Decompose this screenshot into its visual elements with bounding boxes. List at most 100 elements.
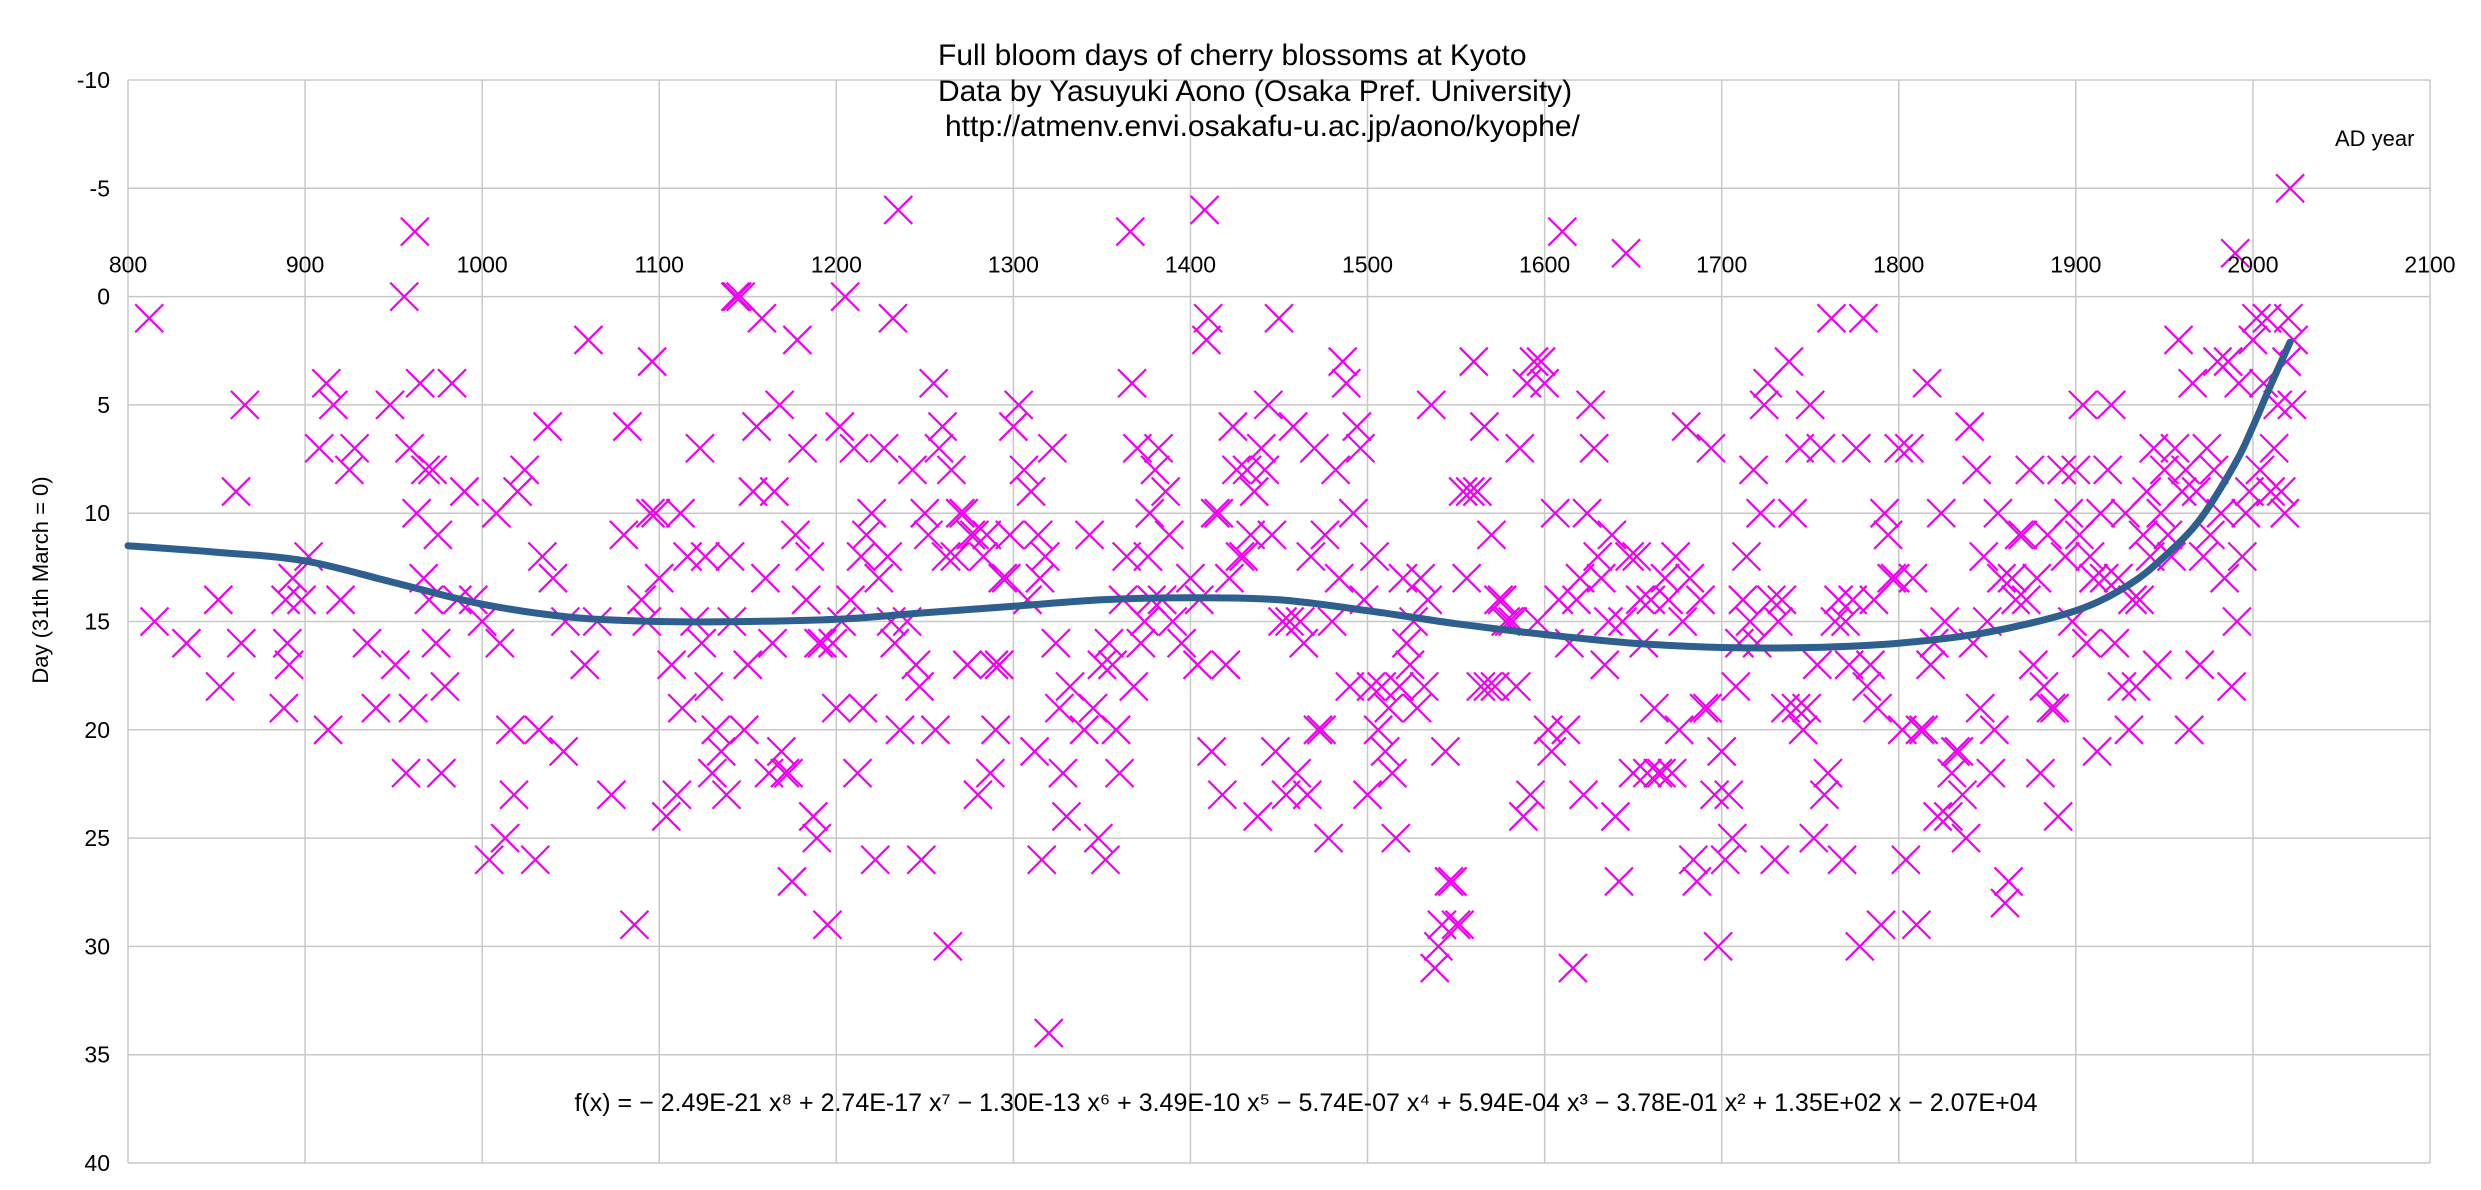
- data-point: [1703, 931, 1733, 962]
- data-point: [2025, 758, 2056, 788]
- data-point: [1717, 823, 1748, 853]
- data-point: [318, 390, 349, 420]
- data-point: [1430, 736, 1461, 767]
- data-point: [640, 498, 671, 528]
- data-point: [612, 411, 643, 442]
- data-point: [1025, 563, 1055, 593]
- data-point: [644, 563, 675, 593]
- data-point: [998, 411, 1029, 442]
- data-point: [979, 650, 1009, 680]
- data-point: [2174, 715, 2204, 745]
- data-point: [1706, 736, 1737, 767]
- data-point: [389, 281, 420, 312]
- data-point: [1434, 866, 1464, 897]
- data-point: [1979, 715, 2010, 745]
- data-point: [975, 758, 1006, 788]
- x-tick-label: 1900: [2050, 252, 2101, 278]
- data-point: [375, 390, 405, 420]
- data-point: [1930, 606, 1960, 637]
- data-point: [1894, 433, 1925, 463]
- data-point: [672, 541, 703, 572]
- data-point: [1377, 758, 1408, 788]
- data-point: [918, 368, 949, 399]
- data-point: [2181, 476, 2212, 507]
- data-point: [1019, 736, 1050, 767]
- data-point: [817, 628, 848, 658]
- data-point: [1303, 715, 1333, 745]
- data-point: [940, 541, 970, 572]
- data-point: [685, 433, 715, 463]
- data-point: [1873, 520, 1903, 550]
- data-point: [667, 693, 698, 723]
- data-point: [984, 650, 1014, 680]
- data-point: [2177, 368, 2208, 399]
- data-point: [596, 780, 627, 810]
- data-point: [1030, 541, 1061, 572]
- data-point: [885, 715, 915, 745]
- data-point: [1281, 758, 1312, 788]
- data-point: [1313, 823, 1344, 853]
- data-point: [1122, 433, 1153, 463]
- data-point: [1827, 844, 1857, 875]
- data-point: [1558, 953, 1588, 983]
- data-point: [1579, 433, 1609, 463]
- data-point: [1466, 671, 1496, 702]
- data-point: [2128, 520, 2158, 550]
- data-point: [777, 866, 807, 897]
- data-point: [1501, 671, 1532, 702]
- data-point: [1862, 693, 1893, 723]
- data-point: [2220, 238, 2250, 269]
- data-point: [883, 195, 914, 225]
- data-point: [2085, 498, 2116, 528]
- data-point: [2234, 476, 2265, 507]
- data-point: [830, 281, 860, 312]
- data-point: [2160, 433, 2190, 463]
- data-point: [1462, 476, 1493, 507]
- data-point: [1756, 585, 1787, 615]
- data-point: [1593, 606, 1624, 637]
- data-point: [846, 541, 876, 572]
- data-point: [864, 563, 894, 593]
- data-point: [1529, 368, 1560, 399]
- data-point: [1335, 671, 1365, 702]
- data-point: [656, 650, 687, 680]
- data-point: [2223, 368, 2254, 399]
- data-point: [1632, 758, 1663, 788]
- data-point: [635, 498, 666, 528]
- x-tick-label: 1000: [457, 252, 508, 278]
- data-point: [1427, 909, 1457, 940]
- data-point: [1384, 671, 1415, 702]
- data-point: [1816, 303, 1847, 334]
- data-point: [1547, 216, 1578, 247]
- data-point: [1416, 390, 1447, 420]
- data-point: [987, 563, 1018, 593]
- data-point: [1905, 715, 1935, 745]
- data-point: [499, 780, 529, 810]
- data-point: [1009, 455, 1039, 485]
- data-point: [423, 520, 453, 550]
- data-point: [904, 671, 935, 702]
- data-point: [1760, 844, 1790, 875]
- data-point: [2061, 455, 2091, 485]
- data-point: [1115, 216, 1146, 247]
- data-point: [205, 671, 235, 702]
- data-point: [959, 520, 990, 550]
- data-point: [1320, 455, 1351, 485]
- data-point: [1795, 390, 1826, 420]
- data-point: [2255, 476, 2286, 507]
- data-point: [2043, 801, 2073, 832]
- data-point: [770, 758, 800, 788]
- data-point: [1356, 671, 1386, 702]
- data-point: [1908, 715, 1939, 745]
- data-point: [1395, 650, 1425, 680]
- data-point: [339, 433, 370, 463]
- data-point: [1774, 346, 1804, 377]
- data-point: [2209, 563, 2240, 593]
- data-point: [1166, 628, 1197, 658]
- data-point: [711, 780, 742, 810]
- data-point: [2007, 520, 2038, 550]
- data-point: [2092, 455, 2123, 485]
- data-point: [764, 390, 795, 420]
- data-point: [1134, 498, 1165, 528]
